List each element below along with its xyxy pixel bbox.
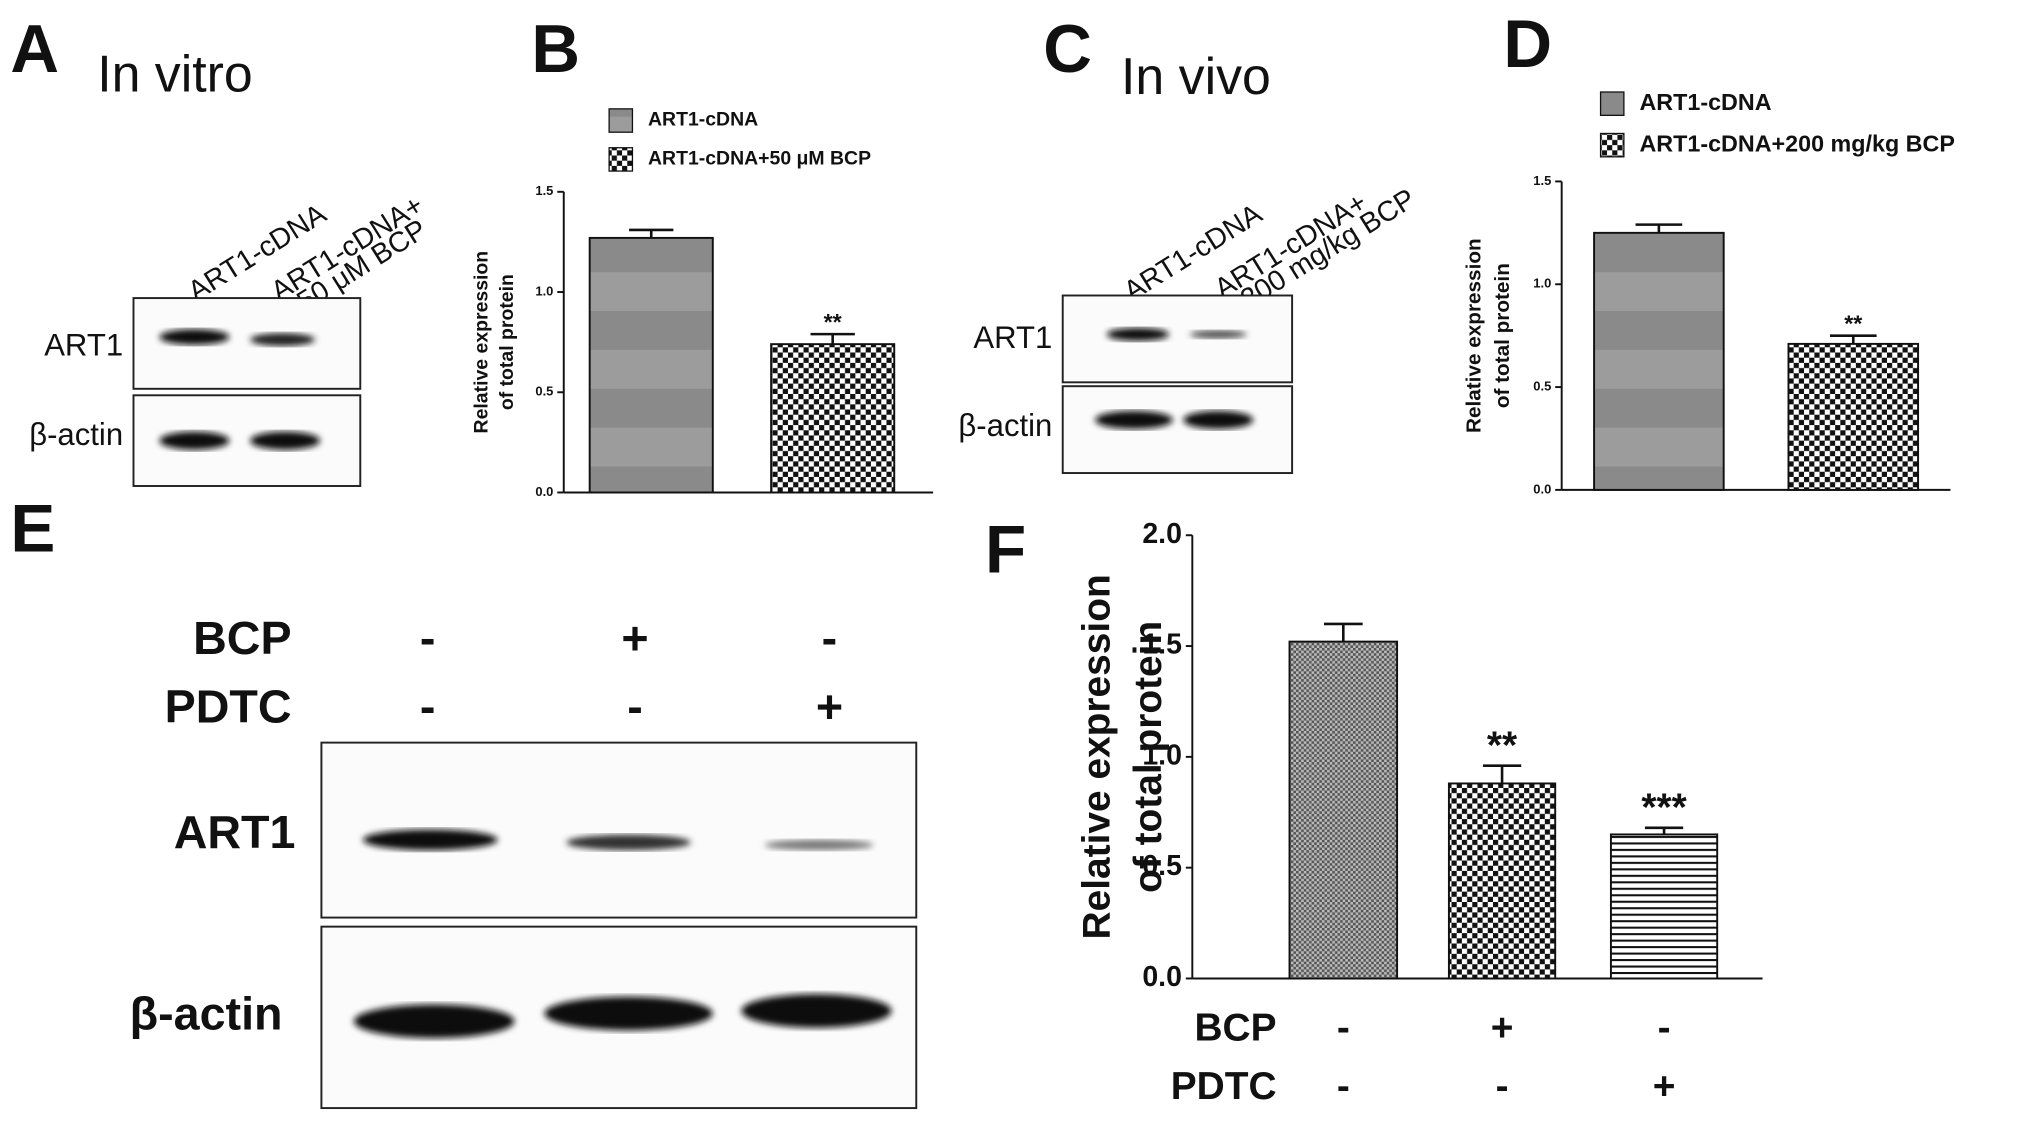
error-bar	[629, 228, 674, 238]
band	[362, 829, 498, 851]
legend-label: ART1-cDNA	[648, 109, 758, 131]
legend-swatch	[608, 147, 634, 172]
bar	[588, 236, 714, 494]
sign: -	[420, 681, 436, 733]
row-label: β-actin	[130, 988, 283, 1040]
sign: -	[627, 681, 643, 733]
y-tick-label: 1.0	[1533, 276, 1551, 291]
panel-title: In vivo	[1121, 47, 1271, 105]
panel-letter: F	[985, 512, 1026, 587]
panel-letter: B	[531, 12, 580, 87]
error-bar	[1829, 334, 1877, 344]
y-axis-label: of total protein	[496, 274, 518, 410]
panel-letter: D	[1503, 7, 1552, 82]
panel-letter: E	[10, 492, 55, 567]
x-sign: -	[1496, 1065, 1509, 1108]
sign: +	[816, 681, 843, 733]
panel-letter: C	[1043, 12, 1092, 87]
x-sign: -	[1658, 1007, 1671, 1050]
y-axis-label: Relative expression	[1462, 238, 1485, 433]
legend-label: ART1-cDNA+200 mg/kg BCP	[1639, 130, 1954, 156]
y-tick-label: 1.5	[1533, 173, 1551, 188]
sign: -	[822, 612, 838, 664]
significance: **	[1844, 310, 1863, 336]
band	[1095, 410, 1173, 429]
x-sign: +	[1491, 1007, 1514, 1050]
band	[1183, 410, 1254, 429]
significance: ***	[1641, 787, 1687, 830]
y-tick-label: 0.5	[535, 384, 553, 399]
panel-letter: A	[10, 12, 59, 87]
y-tick-label: 2.0	[1142, 518, 1182, 550]
y-tick-label: 0.5	[1533, 378, 1551, 393]
condition-label: BCP	[193, 612, 291, 664]
error-bar	[1323, 622, 1363, 642]
row-label: ART1	[44, 328, 123, 363]
legend-swatch	[1599, 91, 1625, 116]
x-sign: -	[1337, 1007, 1350, 1050]
row-label: ART1	[174, 806, 296, 858]
band	[566, 834, 691, 851]
band	[250, 431, 321, 450]
sign: -	[420, 612, 436, 664]
band	[741, 994, 892, 1028]
y-axis-label: Relative expression	[1075, 574, 1118, 939]
y-tick-label: 0.0	[1533, 481, 1551, 496]
y-axis-label: of total protein	[1491, 263, 1514, 408]
blot	[1061, 385, 1294, 475]
y-tick-label: 0.5	[1142, 850, 1182, 882]
significance: **	[824, 309, 843, 335]
row-label: ART1	[973, 320, 1052, 355]
error-bar	[1482, 764, 1522, 784]
y-axis-label: Relative expression	[470, 251, 492, 434]
band	[1106, 327, 1169, 341]
legend-label: ART1-cDNA	[1639, 89, 1771, 115]
y-tick-label: 0.0	[535, 484, 553, 499]
blot	[132, 297, 362, 390]
bar	[1288, 640, 1399, 980]
bar	[1593, 231, 1725, 491]
x-row-label: BCP	[1194, 1007, 1276, 1050]
y-tick-label: 1.5	[535, 183, 553, 198]
blot	[1061, 294, 1294, 384]
panels: A In vitro ART1-cDNA ART1-cDNA+ 50 μM BC…	[10, 7, 1955, 1110]
y-tick-label: 1.5	[1142, 629, 1182, 661]
band	[159, 329, 230, 345]
error-bar	[1635, 223, 1683, 233]
row-label: β-actin	[958, 408, 1052, 443]
legend-label: ART1-cDNA+50 μM BCP	[648, 148, 871, 170]
legend-swatch	[1599, 132, 1625, 158]
error-bar	[810, 332, 855, 345]
row-label: β-actin	[29, 417, 123, 452]
y-tick-label: 1.0	[535, 283, 553, 298]
y-tick-label: 1.0	[1142, 739, 1182, 771]
x-sign: -	[1337, 1065, 1350, 1108]
panel-title: In vitro	[97, 44, 253, 102]
x-sign: +	[1653, 1065, 1676, 1108]
x-row-label: PDTC	[1171, 1065, 1277, 1108]
bar	[770, 343, 896, 494]
error-bar	[1644, 826, 1684, 835]
bar	[1609, 833, 1719, 980]
band	[544, 996, 713, 1031]
significance: **	[1487, 724, 1518, 767]
legend-swatch	[608, 108, 634, 133]
bar	[1787, 342, 1920, 491]
band	[1189, 330, 1247, 339]
condition-label: PDTC	[165, 681, 292, 733]
y-axis-label: of total protein	[1127, 621, 1170, 893]
band	[250, 333, 315, 347]
band	[353, 1004, 515, 1039]
band	[159, 431, 230, 450]
y-tick-label: 0.0	[1142, 961, 1182, 993]
sign: +	[621, 612, 648, 664]
bar	[1447, 782, 1557, 980]
band	[764, 839, 874, 851]
